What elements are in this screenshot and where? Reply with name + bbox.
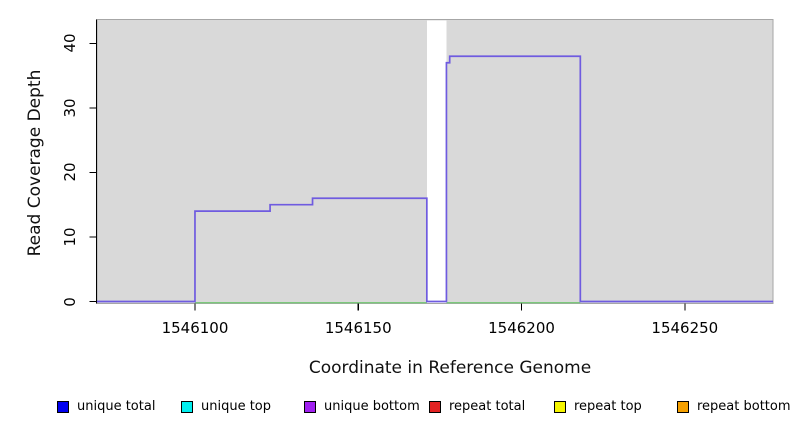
y-axis-title: Read Coverage Depth (25, 69, 45, 257)
x-tick-label: 1546250 (651, 319, 719, 337)
x-tick-label: 1546100 (161, 319, 229, 337)
y-tick-label: 10 (61, 227, 79, 247)
y-tick-label: 20 (61, 162, 79, 182)
x-tick-label: 1546200 (488, 319, 555, 337)
y-tick-label: 30 (61, 98, 79, 118)
y-tick-label: 40 (61, 33, 79, 53)
x-tick-label: 1546150 (324, 319, 392, 337)
x-axis-title: Coordinate in Reference Genome (308, 358, 592, 378)
coverage-step-line (97, 55, 773, 303)
y-tick-label: 0 (61, 296, 79, 307)
uncovered-gap-strip (426, 20, 447, 304)
